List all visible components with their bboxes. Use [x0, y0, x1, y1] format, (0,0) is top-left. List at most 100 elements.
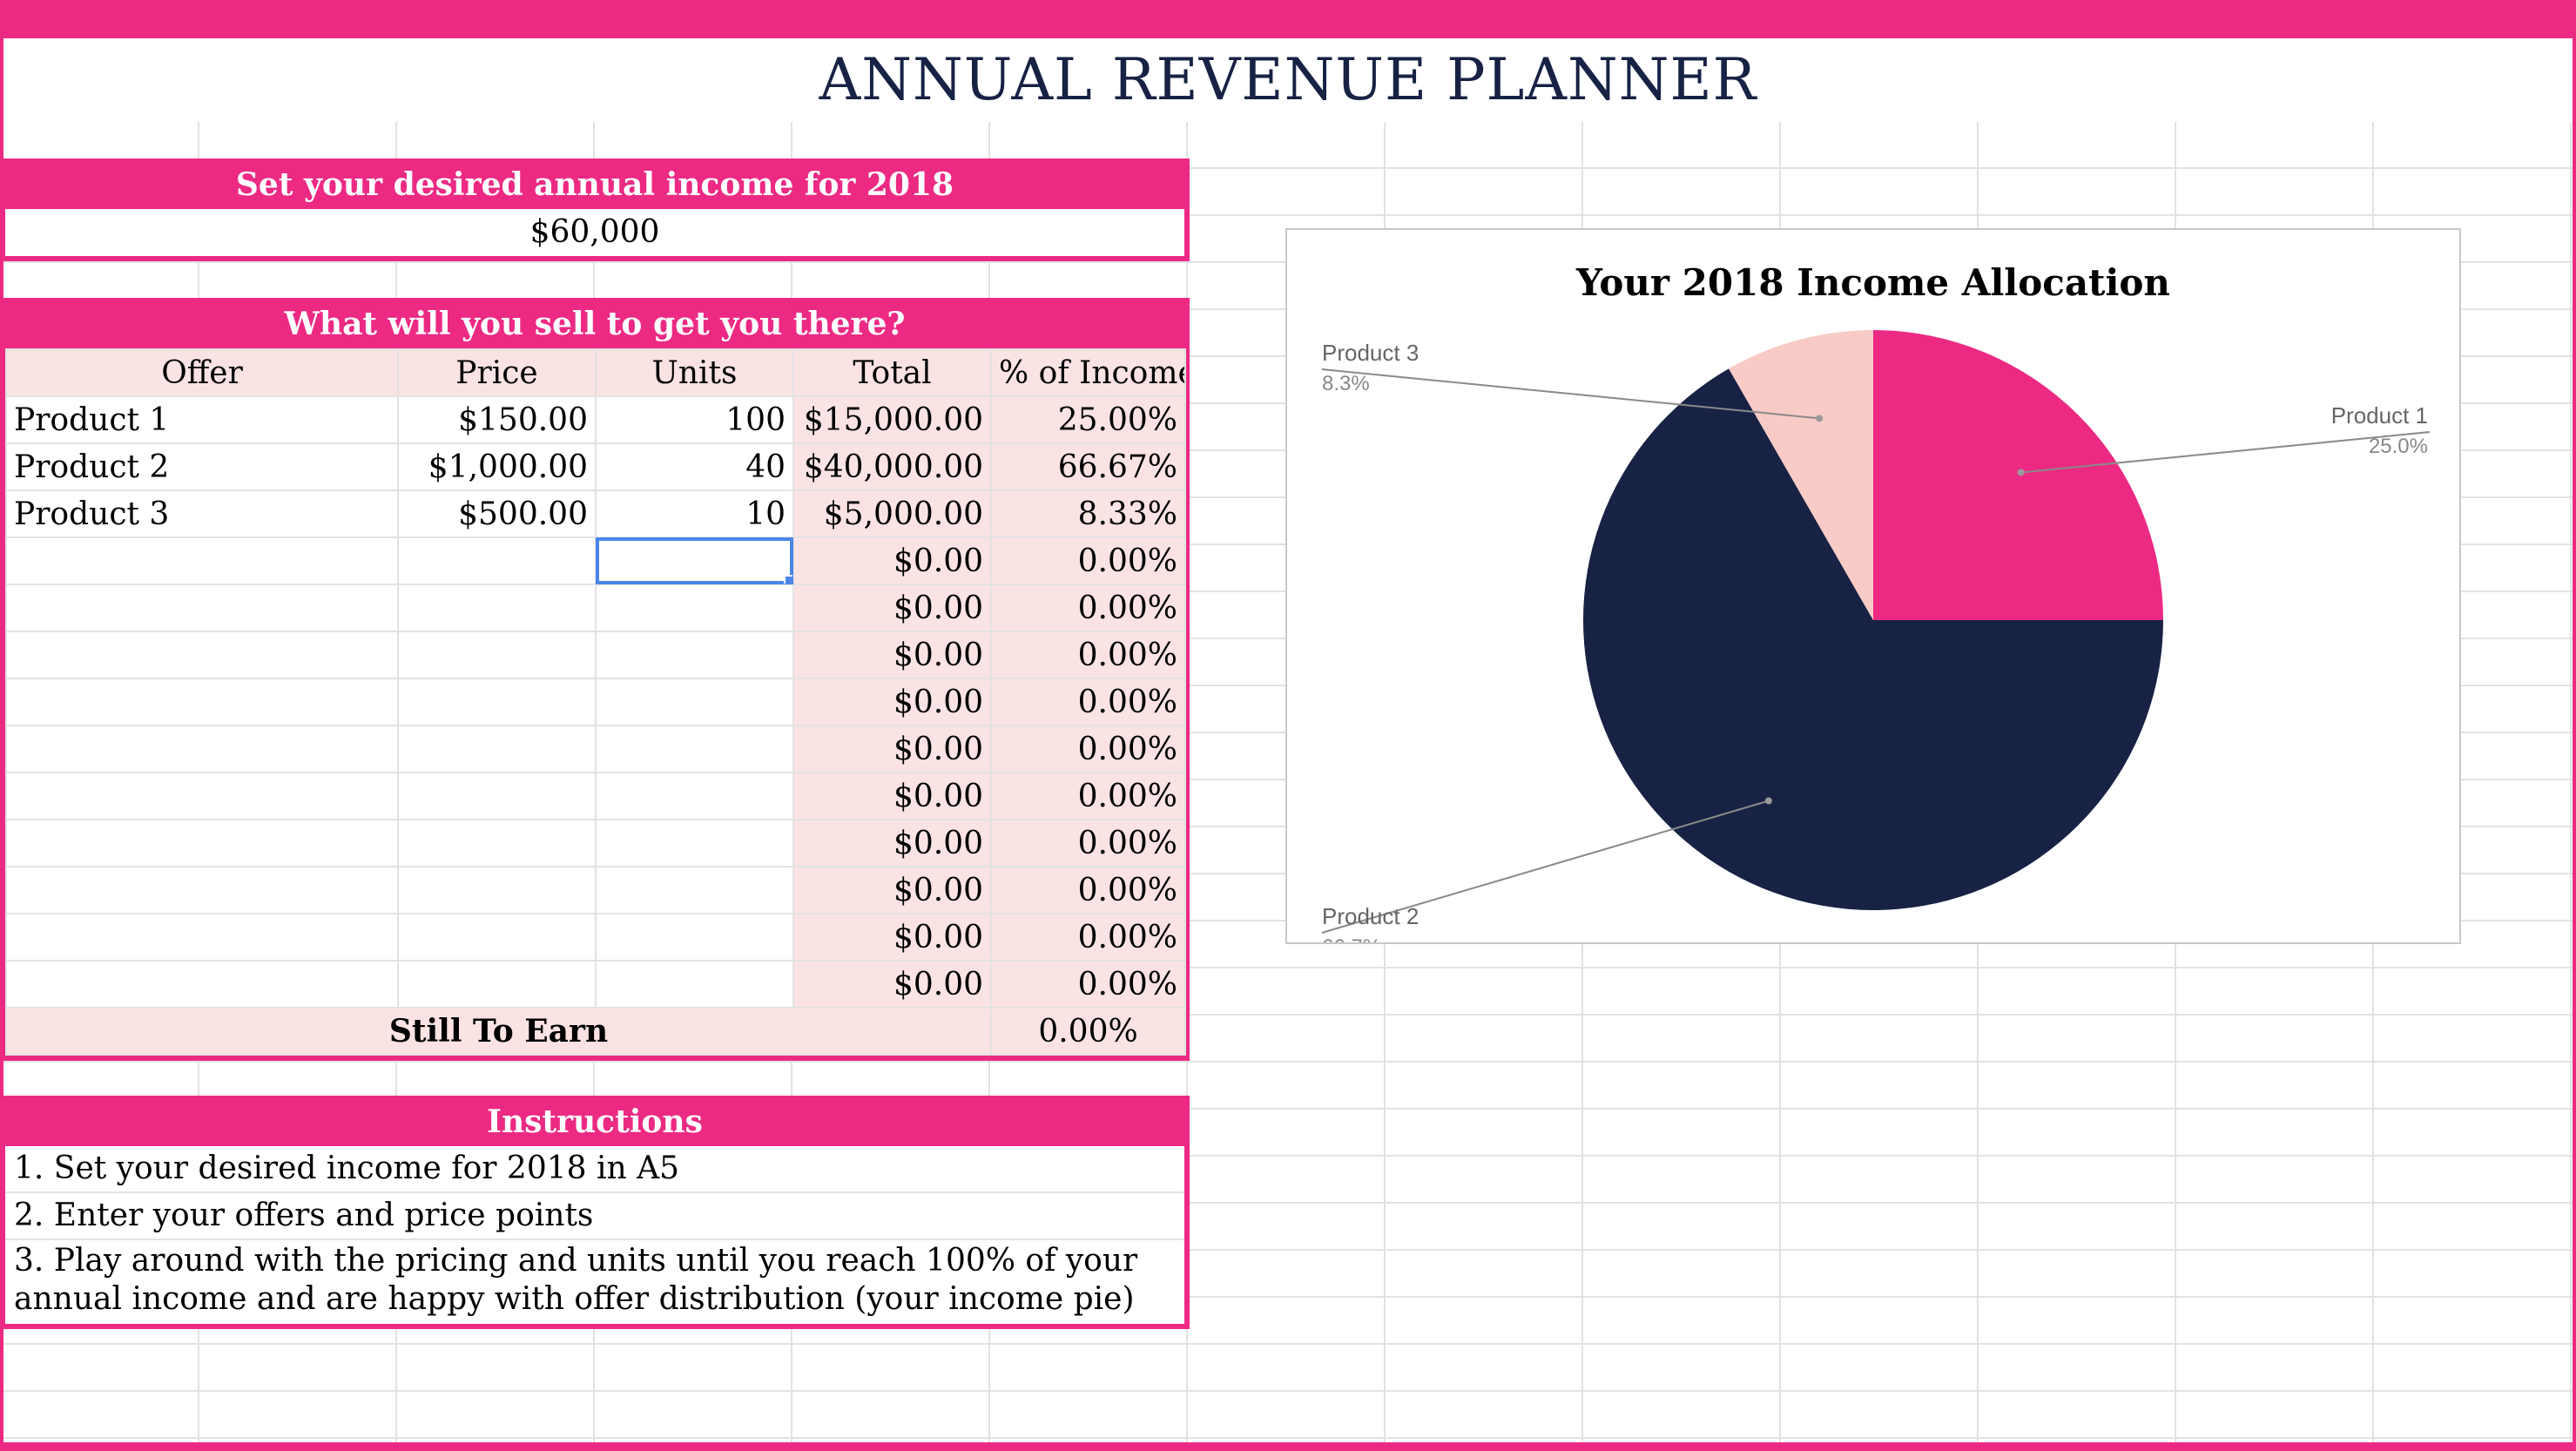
offer-cell[interactable]: Product 2 — [5, 442, 399, 491]
pie-slice-2[interactable] — [1583, 368, 2163, 910]
units-cell[interactable] — [595, 960, 794, 1009]
offer-cell[interactable] — [5, 772, 399, 820]
income-value-cell[interactable]: $60,000 — [529, 214, 660, 250]
total-cell[interactable]: $0.00 — [792, 584, 992, 632]
price-cell[interactable] — [397, 725, 597, 773]
offer-cell[interactable] — [5, 960, 399, 1009]
still-to-earn-label[interactable]: Still To Earn — [5, 1007, 992, 1056]
offer-cell[interactable] — [5, 725, 399, 773]
offer-cell[interactable] — [5, 584, 399, 632]
units-cell[interactable]: 100 — [595, 395, 794, 444]
table-row: $0.00 0.00% — [5, 584, 1186, 632]
price-cell[interactable] — [397, 866, 597, 914]
leader-dot-3 — [1816, 415, 1824, 422]
percent-cell[interactable]: 25.00% — [990, 395, 1186, 444]
col-header-offer[interactable]: Offer — [5, 348, 399, 397]
table-row: Product 1 $150.00 100 $15,000.00 25.00% — [5, 395, 1186, 444]
price-cell[interactable] — [397, 819, 597, 867]
percent-cell[interactable]: 0.00% — [990, 819, 1186, 867]
offer-cell[interactable]: Product 1 — [5, 395, 399, 444]
percent-cell[interactable]: 66.67% — [990, 442, 1186, 491]
pie-slice-3[interactable] — [1729, 330, 1873, 620]
units-cell[interactable] — [595, 819, 794, 867]
units-cell[interactable] — [595, 913, 794, 962]
slice-label-1: Product 1 — [2331, 402, 2428, 429]
units-cell[interactable] — [595, 537, 794, 585]
total-cell[interactable]: $0.00 — [792, 866, 992, 914]
units-cell[interactable] — [595, 631, 794, 679]
units-cell[interactable] — [595, 725, 794, 773]
price-cell[interactable]: $500.00 — [397, 489, 597, 538]
percent-cell[interactable]: 0.00% — [990, 537, 1186, 585]
offer-cell[interactable] — [5, 631, 399, 679]
price-cell[interactable] — [397, 584, 597, 632]
pie-svg: Product 1 25.0% Product 2 66.7% Product 3 8.3… — [1321, 330, 2431, 942]
price-cell[interactable] — [397, 537, 597, 585]
table-row: $0.00 0.00% — [5, 678, 1186, 726]
top-accent-bar — [0, 0, 2576, 38]
percent-cell[interactable]: 0.00% — [990, 678, 1186, 726]
table-row: $0.00 0.00% — [5, 960, 1186, 1009]
percent-cell[interactable]: 0.00% — [990, 913, 1186, 962]
sell-header: What will you sell to get you there? — [5, 298, 1184, 348]
offer-table: Offer Price Units Total % of Income Prod… — [5, 348, 1186, 1056]
units-cell[interactable] — [595, 584, 794, 632]
total-cell[interactable]: $0.00 — [792, 725, 992, 773]
percent-cell[interactable]: 0.00% — [990, 960, 1186, 1009]
slice-percent-1: 25.0% — [2369, 435, 2428, 458]
total-cell[interactable]: $0.00 — [792, 819, 992, 867]
price-cell[interactable] — [397, 678, 597, 726]
percent-cell[interactable]: 8.33% — [990, 489, 1186, 538]
price-cell[interactable]: $150.00 — [397, 395, 597, 444]
col-header-total[interactable]: Total — [792, 348, 992, 397]
slice-label-2: Product 2 — [1322, 903, 1419, 929]
percent-cell[interactable]: 0.00% — [990, 584, 1186, 632]
offer-cell[interactable]: Product 3 — [5, 489, 399, 538]
total-cell[interactable]: $0.00 — [792, 913, 992, 962]
bottom-accent-bar — [0, 1442, 2576, 1451]
units-cell[interactable]: 40 — [595, 442, 794, 491]
income-pie-chart[interactable]: Your 2018 Income Allocation Product 1 25.… — [1285, 228, 2461, 944]
price-cell[interactable]: $1,000.00 — [397, 442, 597, 491]
price-cell[interactable] — [397, 960, 597, 1009]
percent-cell[interactable]: 0.00% — [990, 725, 1186, 773]
price-cell[interactable] — [397, 631, 597, 679]
still-to-earn-row: Still To Earn 0.00% — [5, 1007, 1186, 1056]
offer-cell[interactable] — [5, 913, 399, 962]
price-cell[interactable] — [397, 913, 597, 962]
still-to-earn-value[interactable]: 0.00% — [990, 1007, 1186, 1056]
percent-cell[interactable]: 0.00% — [990, 866, 1186, 914]
offer-cell[interactable] — [5, 678, 399, 726]
table-row: $0.00 0.00% — [5, 725, 1186, 773]
instruction-line-1[interactable]: 1. Set your desired income for 2018 in A… — [5, 1146, 1184, 1193]
total-cell[interactable]: $0.00 — [792, 537, 992, 585]
slice-percent-3: 8.3% — [1322, 372, 1370, 395]
total-cell[interactable]: $0.00 — [792, 678, 992, 726]
percent-cell[interactable]: 0.00% — [990, 772, 1186, 820]
instruction-line-2[interactable]: 2. Enter your offers and price points — [5, 1193, 1184, 1240]
total-cell[interactable]: $40,000.00 — [792, 442, 992, 491]
units-cell[interactable]: 10 — [595, 489, 794, 538]
col-header-percent[interactable]: % of Income — [990, 348, 1186, 397]
offer-cell[interactable] — [5, 819, 399, 867]
total-cell[interactable]: $15,000.00 — [792, 395, 992, 444]
table-header-row: Offer Price Units Total % of Income — [5, 348, 1186, 397]
income-header: Set your desired annual income for 2018 — [5, 159, 1184, 209]
price-cell[interactable] — [397, 772, 597, 820]
total-cell[interactable]: $5,000.00 — [792, 489, 992, 538]
units-cell[interactable] — [595, 866, 794, 914]
col-header-price[interactable]: Price — [397, 348, 597, 397]
instruction-line-3[interactable]: 3. Play around with the pricing and unit… — [14, 1243, 1138, 1317]
total-cell[interactable]: $0.00 — [792, 960, 992, 1009]
pie-slice-1[interactable] — [1873, 330, 2163, 620]
chart-title: Your 2018 Income Allocation — [1576, 261, 2170, 304]
offer-cell[interactable] — [5, 537, 399, 585]
total-cell[interactable]: $0.00 — [792, 772, 992, 820]
col-header-units[interactable]: Units — [595, 348, 794, 397]
units-cell[interactable] — [595, 772, 794, 820]
percent-cell[interactable]: 0.00% — [990, 631, 1186, 679]
offer-cell[interactable] — [5, 866, 399, 914]
leader-line-1 — [2020, 431, 2431, 474]
total-cell[interactable]: $0.00 — [792, 631, 992, 679]
units-cell[interactable] — [595, 678, 794, 726]
